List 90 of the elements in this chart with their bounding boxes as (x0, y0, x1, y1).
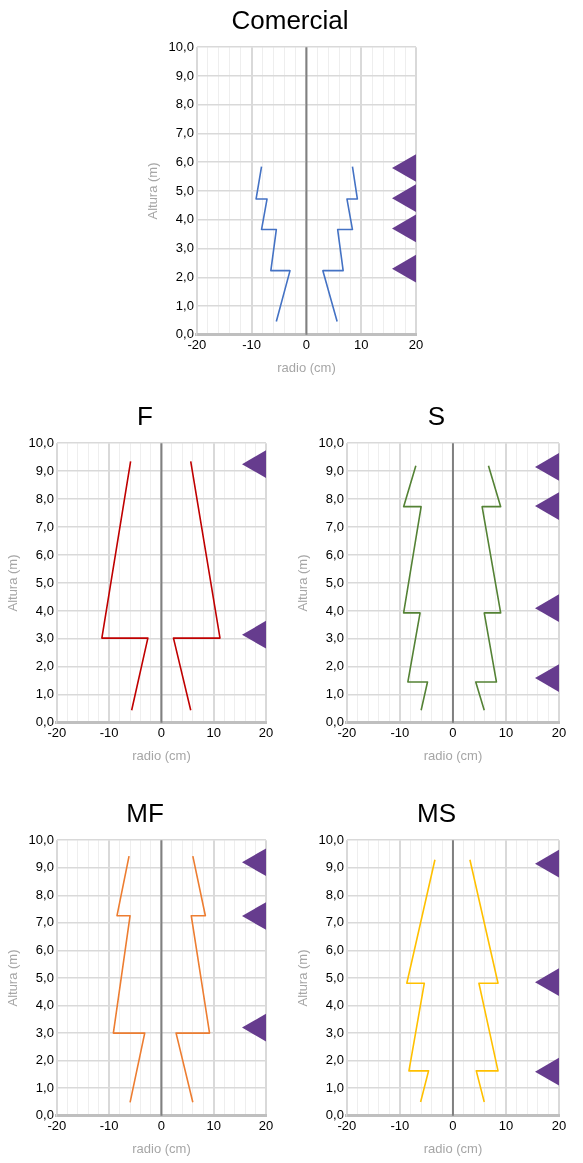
y-tick-label: 4,0 (325, 997, 344, 1013)
y-tick-label: 4,0 (325, 602, 344, 618)
x-tick-label: -20 (337, 725, 357, 741)
y-tick-label: 6,0 (35, 942, 54, 958)
x-tick-label: -20 (47, 725, 67, 741)
y-tick-label: 1,0 (325, 686, 344, 702)
x-axis-title: radio (cm) (132, 1140, 191, 1156)
x-tick-label: 10 (498, 725, 514, 741)
x-tick-label: 0 (449, 725, 457, 741)
x-tick-label: 0 (157, 725, 166, 741)
y-tick-label: 6,0 (35, 546, 54, 562)
x-tick-label: -10 (390, 1118, 410, 1134)
y-tick-label: 9,0 (325, 462, 344, 478)
y-tick-label: 3,0 (325, 630, 344, 646)
x-tick-label: 20 (408, 337, 424, 353)
y-tick-label: 1,0 (175, 297, 194, 313)
x-axis-title: radio (cm) (423, 747, 483, 763)
y-tick-label: 1,0 (325, 1079, 344, 1095)
y-tick-label: 3,0 (175, 240, 194, 256)
y-tick-label: 6,0 (175, 153, 194, 169)
y-tick-label: 3,0 (35, 1024, 54, 1040)
x-tick-label: 10 (206, 725, 221, 741)
y-axis-title: Altura (m) (295, 949, 311, 1007)
x-tick-label: 10 (498, 1118, 514, 1134)
y-tick-label: 7,0 (35, 914, 54, 930)
y-tick-label: 2,0 (35, 1052, 54, 1068)
y-tick-label: 5,0 (325, 574, 344, 590)
y-axis-title: Altura (m) (5, 554, 21, 612)
chart-title: MF (126, 797, 164, 828)
x-tick-label: -10 (99, 1118, 119, 1134)
y-tick-label: 7,0 (325, 914, 344, 930)
x-tick-label: -20 (337, 1118, 357, 1134)
y-tick-label: 6,0 (325, 546, 344, 562)
y-tick-label: 4,0 (35, 997, 54, 1013)
y-tick-label: 10,0 (28, 831, 54, 847)
x-tick-label: 0 (157, 1118, 166, 1134)
y-tick-label: 2,0 (35, 658, 54, 674)
y-tick-label: 9,0 (175, 67, 194, 83)
y-tick-label: 1,0 (35, 1079, 54, 1095)
chart-title: MS (417, 797, 456, 828)
y-axis-title: Altura (m) (145, 162, 161, 220)
x-tick-label: 10 (353, 337, 369, 353)
y-axis-title: Altura (m) (5, 949, 21, 1007)
y-tick-label: 9,0 (35, 859, 54, 875)
y-tick-label: 7,0 (35, 518, 54, 534)
x-tick-label: 10 (206, 1118, 221, 1134)
x-tick-label: 20 (551, 1118, 567, 1134)
x-axis-title: radio (cm) (423, 1140, 483, 1156)
y-tick-label: 5,0 (35, 969, 54, 985)
y-tick-label: 8,0 (35, 490, 54, 506)
y-tick-label: 9,0 (325, 859, 344, 875)
y-tick-label: 5,0 (325, 969, 344, 985)
y-tick-label: 4,0 (175, 211, 194, 227)
y-tick-label: 10,0 (28, 434, 54, 450)
y-tick-label: 4,0 (35, 602, 54, 618)
y-tick-label: 5,0 (35, 574, 54, 590)
x-tick-label: -10 (242, 337, 262, 353)
y-tick-label: 2,0 (175, 268, 194, 284)
x-tick-label: 20 (551, 725, 567, 741)
x-tick-label: -10 (390, 725, 410, 741)
y-tick-label: 8,0 (325, 490, 344, 506)
x-axis-title: radio (cm) (132, 747, 191, 763)
x-tick-label: 0 (302, 337, 311, 353)
chart-title: F (137, 400, 153, 431)
y-tick-label: 2,0 (325, 1052, 344, 1068)
y-tick-label: 10,0 (318, 831, 344, 847)
chart-title: Comercial (231, 4, 349, 35)
x-tick-label: 0 (449, 1118, 457, 1134)
y-tick-label: 8,0 (35, 886, 54, 902)
chart-title: S (427, 400, 446, 431)
x-axis-title: radio (cm) (277, 359, 336, 375)
x-tick-label: 20 (258, 1118, 274, 1134)
y-tick-label: 8,0 (175, 96, 194, 112)
y-tick-label: 5,0 (175, 182, 194, 198)
y-tick-label: 2,0 (325, 658, 344, 674)
y-axis-title: Altura (m) (295, 554, 311, 612)
x-tick-label: 20 (258, 725, 274, 741)
y-tick-label: 8,0 (325, 886, 344, 902)
y-tick-label: 6,0 (325, 942, 344, 958)
y-tick-label: 7,0 (325, 518, 344, 534)
y-tick-label: 1,0 (35, 686, 54, 702)
y-tick-label: 9,0 (35, 462, 54, 478)
y-tick-label: 3,0 (35, 630, 54, 646)
y-tick-label: 10,0 (168, 38, 194, 54)
y-tick-label: 3,0 (325, 1024, 344, 1040)
x-tick-label: -10 (99, 725, 119, 741)
y-tick-label: 7,0 (175, 125, 194, 141)
x-tick-label: -20 (47, 1118, 67, 1134)
y-tick-label: 10,0 (318, 434, 344, 450)
x-tick-label: -20 (187, 337, 207, 353)
